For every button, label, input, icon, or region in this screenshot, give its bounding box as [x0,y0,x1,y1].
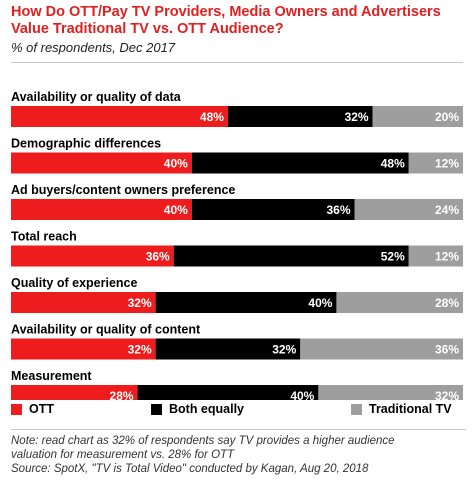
note-line: valuation for measurement vs. 28% for OT… [11,449,235,461]
bar-segment-ott [11,199,192,220]
bar-segment-traditional-tv [354,199,463,220]
legend-swatch-both-equally [151,403,162,415]
bar-segment-ott [11,152,192,174]
legend-item-traditional-tv: Traditional TV [351,402,452,416]
bar-segment-both-equally [227,106,373,127]
data-label: 32% [128,296,152,310]
data-label: 40% [308,296,332,310]
bar-segment-ott [11,338,156,360]
data-label: 32% [435,389,459,400]
bar-segment-both-equally [155,292,337,313]
bar-segment-traditional-tv [408,245,463,267]
data-label: 36% [146,250,170,264]
bar-segment-ott [11,245,174,267]
bar-segment-traditional-tv [408,152,463,174]
bar-segment-both-equally [191,152,409,174]
category-label: Ad buyers/content owners preference [11,183,235,197]
bar-segment-ott [11,385,138,400]
legend-label-both-equally: Both equally [169,402,245,416]
data-label: 32% [128,343,152,357]
data-label: 12% [435,250,459,264]
bar-segment-traditional-tv [318,385,463,400]
data-label: 40% [164,203,188,217]
note-line: Note: read chart as 32% of respondents s… [11,435,395,447]
data-label: 48% [381,157,405,171]
bar-segment-traditional-tv [336,292,463,313]
bar-segment-both-equally [137,385,319,400]
data-label: 52% [381,250,405,264]
stacked-bar-chart: Availability or quality of data 48% 32% 20%… [11,90,463,400]
category-label: Availability or quality of data [11,90,182,104]
category-label: Demographic differences [11,137,161,151]
bar-segment-traditional-tv [372,106,463,127]
title-divider [11,62,463,63]
data-label: 28% [435,296,459,310]
data-label: 40% [164,157,188,171]
legend-label-ott: OTT [29,402,54,416]
data-label: 40% [290,389,314,400]
bar-segment-both-equally [173,245,409,267]
source-line: Source: SpotX, "TV is Total Video" condu… [11,463,369,475]
bar-segment-traditional-tv [300,338,463,360]
chart-note: Note: read chart as 32% of respondents s… [11,429,466,476]
legend-label-traditional-tv: Traditional TV [369,402,452,416]
data-label: 12% [435,157,459,171]
bar-segment-ott [11,292,156,313]
data-label: 20% [435,110,459,124]
category-label: Total reach [11,230,77,244]
legend-swatch-traditional-tv [351,403,362,415]
data-label: 36% [435,343,459,357]
bar-segment-both-equally [191,199,355,220]
chart-title: How Do OTT/Pay TV Providers, Media Owner… [11,4,441,37]
category-label: Quality of experience [11,276,137,290]
category-label: Measurement [11,369,92,383]
data-label: 24% [435,203,459,217]
legend-item-both-equally: Both equally [151,402,244,416]
data-label: 32% [345,110,369,124]
data-label: 28% [110,389,134,400]
legend: OTT Both equally Traditional TV [11,402,463,422]
bar-segment-both-equally [155,338,301,360]
data-label: 32% [272,343,296,357]
bar-segment-ott [11,106,228,127]
legend-swatch-ott [11,403,22,415]
category-label: Availability or quality of content [11,323,201,337]
data-label: 48% [200,110,224,124]
legend-item-ott: OTT [11,402,54,416]
data-label: 36% [326,203,350,217]
chart-subtitle: % of respondents, Dec 2017 [11,40,176,55]
